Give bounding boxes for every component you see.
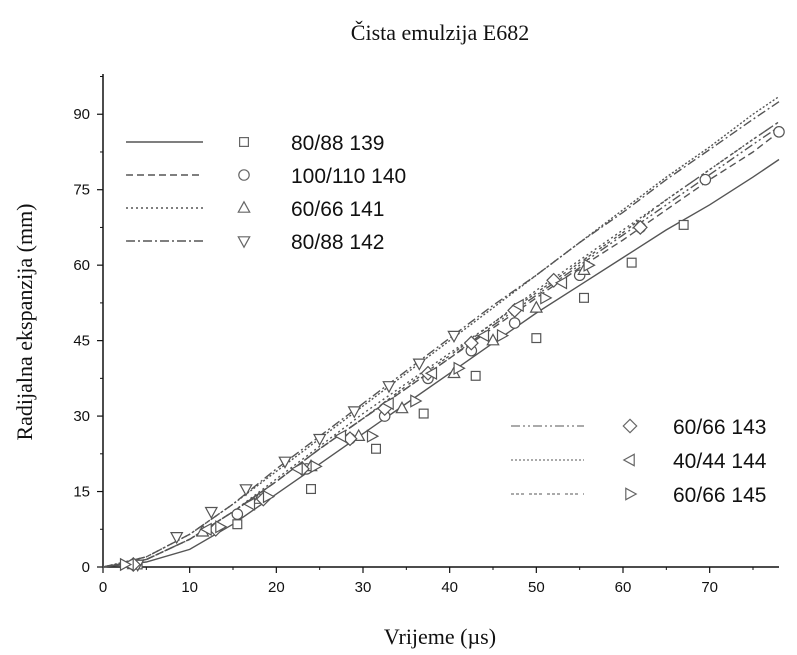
x-axis-label: Vrijeme (µs)	[384, 624, 496, 649]
series-1-point	[232, 519, 243, 530]
series-4-point	[412, 358, 427, 371]
series-6-point	[476, 328, 490, 343]
y-tick-label: 0	[82, 559, 90, 576]
series-2-point	[773, 126, 785, 138]
y-tick-label: 90	[73, 106, 90, 123]
series-1-point	[371, 443, 382, 454]
series-4-point	[278, 456, 292, 469]
series-1-point	[678, 219, 689, 230]
series-4-point	[447, 330, 461, 344]
chart-title: Čista emulzija E682	[351, 20, 529, 45]
series-7-point	[410, 394, 423, 408]
series-2-point	[508, 317, 521, 329]
series-6-point	[381, 396, 394, 411]
legend-label-2: 100/110 140	[291, 165, 406, 188]
series-3-point	[486, 333, 500, 346]
x-tick-label: 0	[99, 579, 107, 596]
y-axis-label: Radijalna ekspanzija (mm)	[12, 203, 37, 440]
x-tick-label: 20	[268, 579, 285, 596]
series-6-point	[242, 497, 256, 511]
series-7-curve	[102, 121, 780, 568]
legend-marker-7	[625, 487, 638, 501]
x-tick-label: 50	[528, 579, 545, 596]
legend-marker-5	[622, 418, 638, 434]
series-1-point	[418, 408, 429, 419]
legend-label-3: 60/66 141	[291, 198, 384, 221]
series-7-point	[540, 291, 553, 305]
x-tick-label: 10	[181, 579, 198, 596]
series-6-point	[554, 276, 568, 290]
series-3-point	[529, 300, 544, 313]
x-tick-label: 60	[615, 579, 632, 596]
series-6-curve	[102, 96, 780, 568]
series-6-point	[333, 429, 347, 443]
series-1-point	[578, 292, 589, 303]
series-4-point	[204, 506, 219, 520]
series-7-point	[453, 361, 466, 376]
legend-label-1: 80/88 139	[291, 132, 384, 155]
series-3-point	[395, 401, 409, 414]
series-1-point	[470, 370, 481, 381]
series-6-point	[290, 462, 303, 476]
series-7-point	[583, 258, 596, 272]
legend-marker-4	[237, 236, 251, 249]
series-4-point	[239, 484, 253, 497]
series-1-point	[306, 484, 317, 495]
series-5-curve	[102, 126, 780, 568]
series-5-point	[632, 219, 648, 235]
y-tick-label: 60	[73, 257, 90, 274]
legend-marker-3	[237, 200, 251, 213]
y-tick-label: 45	[73, 333, 90, 350]
legend-marker-1	[239, 137, 250, 148]
series-2-point	[699, 173, 712, 186]
legend-marker-6	[622, 453, 635, 467]
y-tick-label: 15	[73, 484, 90, 501]
legend-label-4: 80/88 142	[291, 231, 384, 254]
series-4-point	[169, 531, 184, 545]
legend: 80/88 139 100/110 140 60/66 141 80/88 142 60…	[126, 132, 767, 507]
series-1-point	[626, 257, 637, 268]
series-4-point	[312, 433, 327, 447]
series-7-point	[215, 520, 228, 534]
series-1-point	[531, 333, 542, 344]
series-7-point	[496, 328, 510, 343]
series-4-curve	[102, 101, 780, 568]
x-tick-label: 70	[701, 579, 718, 596]
series-5-point	[546, 272, 562, 288]
series-4-point	[382, 381, 396, 394]
legend-label-7: 60/66 145	[673, 484, 766, 507]
data-points	[119, 126, 785, 573]
legend-label-6: 40/44 144	[673, 450, 767, 473]
x-tick-label: 30	[355, 579, 372, 596]
series-7-point	[119, 557, 133, 572]
series-7-point	[262, 489, 276, 504]
x-tick-label: 40	[441, 579, 458, 596]
legend-label-5: 60/66 143	[673, 416, 766, 439]
series-2-point	[231, 508, 244, 520]
series-7-point	[366, 429, 380, 443]
axes: 0 10 20 30 40 50 60 70 0 15 30 45 60 75 90	[73, 74, 779, 596]
series-4-point	[347, 406, 362, 419]
series-6-point	[199, 522, 212, 537]
series-7-point	[310, 459, 323, 474]
series-6-point	[424, 366, 438, 381]
series-5-point	[463, 335, 479, 351]
series-6-point	[511, 298, 524, 313]
y-tick-label: 75	[73, 182, 90, 199]
legend-marker-2	[238, 169, 250, 181]
y-tick-label: 30	[73, 408, 90, 425]
